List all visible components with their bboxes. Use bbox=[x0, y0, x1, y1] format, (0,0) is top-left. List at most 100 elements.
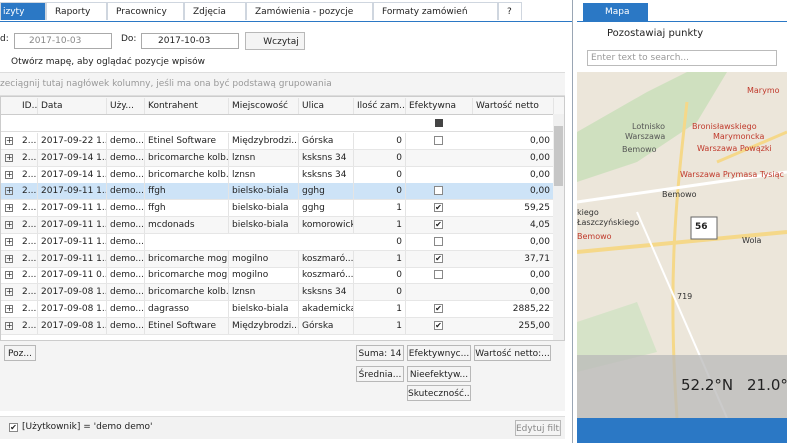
to-date[interactable]: 2017-10-03 bbox=[141, 33, 239, 49]
grid-cell: 255,00 bbox=[473, 318, 554, 334]
grid-cell: demo... bbox=[107, 133, 145, 149]
expand-button[interactable]: + bbox=[5, 322, 13, 330]
checkbox[interactable] bbox=[434, 136, 443, 145]
grid-cell: 2885,22 bbox=[473, 301, 554, 317]
map-place-label: Marymo bbox=[747, 86, 780, 95]
longitude: 21.0° bbox=[747, 376, 787, 394]
map-link[interactable]: Otwórz mapę, aby oglądać pozycje wpisów bbox=[11, 57, 205, 67]
grid-cell: ksksns 34 bbox=[299, 284, 354, 300]
footer-effective[interactable]: Efektywnyc... bbox=[407, 345, 471, 361]
footer-positions[interactable]: Poz... bbox=[4, 345, 36, 361]
expand-button[interactable]: + bbox=[5, 271, 13, 279]
grid-cell: 1 bbox=[354, 318, 406, 334]
map-search[interactable]: Enter text to search... bbox=[587, 50, 777, 66]
tab[interactable]: Zdjęcia bbox=[184, 2, 246, 20]
footer-ineffective[interactable]: Nieefektyw... bbox=[407, 366, 471, 382]
grid-cell: bielsko-biala bbox=[229, 217, 299, 233]
grid-cell: 1 bbox=[354, 200, 406, 216]
checkbox[interactable] bbox=[434, 186, 443, 195]
column-header[interactable]: Ilość zam... bbox=[354, 98, 406, 114]
scroll-thumb[interactable] bbox=[554, 126, 563, 186]
checkbox[interactable]: ✔ bbox=[434, 220, 443, 229]
footer-net-value[interactable]: Wartość netto:... bbox=[474, 345, 551, 361]
tab[interactable]: Zamówienia - pozycje bbox=[246, 2, 373, 20]
filter-text: [Użytkownik] = 'demo demo' bbox=[22, 422, 152, 432]
footer-average[interactable]: Średnia... bbox=[356, 366, 404, 382]
column-header[interactable]: Kontrahent bbox=[145, 98, 229, 114]
checkbox[interactable] bbox=[434, 270, 443, 279]
edit-filter-button[interactable]: Edytuj filtr bbox=[515, 420, 561, 436]
map-place-label: Warszawa Powązki bbox=[697, 144, 772, 153]
map-tab[interactable]: Mapa bbox=[583, 3, 648, 21]
expand-button[interactable]: + bbox=[5, 187, 13, 195]
tab[interactable]: Pracownicy bbox=[107, 2, 184, 20]
column-header[interactable]: Wartość netto bbox=[473, 98, 554, 114]
column-header[interactable]: Data bbox=[38, 98, 107, 114]
grid-cell: demo... bbox=[107, 150, 145, 166]
checkbox[interactable]: ✔ bbox=[434, 203, 443, 212]
grid-cell: 0,00 bbox=[473, 267, 554, 283]
grid-cell: lznsn bbox=[229, 167, 299, 183]
grid-cell: 2... bbox=[19, 200, 38, 216]
from-date[interactable]: 2017-10-03 bbox=[14, 33, 112, 49]
grid-cell: 0 bbox=[354, 267, 406, 283]
map-place-label: Łaszczyńskiego bbox=[577, 218, 639, 227]
grid-cell: 0,00 bbox=[473, 183, 554, 199]
column-header[interactable]: Miejscowość bbox=[229, 98, 299, 114]
grid-cell: 0,00 bbox=[473, 133, 554, 149]
to-label: Do: bbox=[121, 34, 136, 44]
column-header[interactable]: Ulica bbox=[299, 98, 354, 114]
grid-cell: gghg bbox=[299, 200, 354, 216]
tab[interactable]: izyty bbox=[0, 2, 46, 20]
grid-cell: bricomarche mogilno bbox=[145, 251, 229, 267]
expand-button[interactable]: + bbox=[5, 171, 13, 179]
load-button[interactable]: Wczytaj bbox=[245, 32, 305, 50]
grid-cell: Międzybrodzi... bbox=[229, 318, 299, 334]
keep-points[interactable]: Pozostawiaj punkty bbox=[607, 28, 703, 39]
left-panel: izytyRaportyPracownicyZdjęciaZamówienia … bbox=[0, 0, 573, 443]
column-header[interactable]: Uży... bbox=[107, 98, 145, 114]
grid-cell: 0 bbox=[354, 284, 406, 300]
expand-button[interactable]: + bbox=[5, 221, 13, 229]
tab[interactable]: Raporty bbox=[46, 2, 107, 20]
grid-cell: 2... bbox=[19, 217, 38, 233]
footer-sum[interactable]: Suma: 14 bbox=[356, 345, 404, 361]
map-place-label: Wola bbox=[742, 236, 761, 245]
expand-button[interactable]: + bbox=[5, 137, 13, 145]
grid-cell: lznsn bbox=[229, 150, 299, 166]
filter-checkbox[interactable]: ✔ bbox=[9, 423, 18, 432]
checkbox[interactable]: ✔ bbox=[434, 254, 443, 263]
checkbox[interactable]: ✔ bbox=[434, 321, 443, 330]
column-header[interactable]: Efektywna bbox=[406, 98, 473, 114]
tab[interactable]: ? bbox=[498, 2, 522, 20]
map-marker[interactable]: 56 bbox=[695, 222, 708, 232]
grid-cell: demo... bbox=[107, 200, 145, 216]
filter-checkbox[interactable] bbox=[435, 119, 443, 127]
grid-cell: 2... bbox=[19, 267, 38, 283]
grid-cell: 2... bbox=[19, 251, 38, 267]
map-place-label: Warszawa bbox=[625, 132, 665, 141]
scrollbar[interactable] bbox=[553, 114, 564, 340]
footer-efficiency[interactable]: Skuteczność... bbox=[407, 385, 471, 401]
grid-cell: 0,00 bbox=[473, 167, 554, 183]
column-header[interactable]: ID... bbox=[19, 98, 38, 114]
map-place-label: Bemowo bbox=[622, 145, 657, 154]
grid-cell: 0,00 bbox=[473, 234, 554, 250]
grid-cell: 0,00 bbox=[473, 284, 554, 300]
from-label: d: bbox=[0, 34, 9, 44]
grid-cell: ksksns 34 bbox=[299, 150, 354, 166]
expand-button[interactable]: + bbox=[5, 204, 13, 212]
expand-button[interactable]: + bbox=[5, 288, 13, 296]
checkbox[interactable]: ✔ bbox=[434, 304, 443, 313]
grid-cell: 0 bbox=[354, 167, 406, 183]
checkbox[interactable] bbox=[434, 237, 443, 246]
expand-button[interactable]: + bbox=[5, 255, 13, 263]
expand-button[interactable]: + bbox=[5, 154, 13, 162]
expand-button[interactable]: + bbox=[5, 305, 13, 313]
grid-cell: 1 bbox=[354, 217, 406, 233]
tab-underline bbox=[0, 21, 572, 22]
expand-button[interactable]: + bbox=[5, 238, 13, 246]
tab[interactable]: Formaty zamówień bbox=[373, 2, 498, 20]
grid-cell: lznsn bbox=[229, 284, 299, 300]
grid-cell: ffgh bbox=[145, 183, 229, 199]
